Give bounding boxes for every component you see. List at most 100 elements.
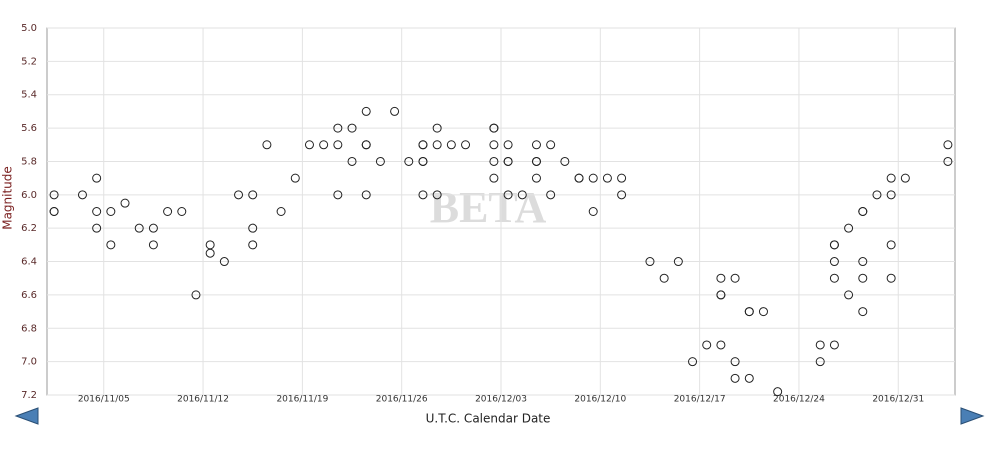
point — [148, 240, 158, 250]
point — [49, 190, 59, 200]
x-tick-label: 2016/11/19 — [276, 395, 328, 405]
point — [418, 156, 428, 166]
point — [234, 190, 244, 200]
x-tick-label: 2016/12/17 — [674, 395, 726, 405]
point — [489, 140, 499, 150]
point — [758, 307, 768, 317]
point — [531, 156, 541, 166]
point — [375, 156, 385, 166]
point — [531, 173, 541, 183]
point — [858, 307, 868, 317]
x-tick-label: 2016/12/10 — [574, 395, 626, 405]
y-tick-label: 5.4 — [21, 90, 37, 101]
y-tick-label: 6.8 — [21, 323, 37, 334]
point — [844, 223, 854, 233]
point — [248, 190, 258, 200]
point — [148, 223, 158, 233]
watermark: BETA — [430, 183, 547, 232]
point — [730, 273, 740, 283]
grid: 5.0 5.2 5.4 5.6 5.8 6.0 6.2 6.4 6.6 6.8 7.0 7.2 2016… — [21, 23, 955, 405]
y-tick-label: 7.2 — [21, 390, 37, 401]
point — [673, 257, 683, 267]
y-tick-label: 5.0 — [21, 23, 37, 34]
point — [333, 190, 343, 200]
point — [886, 240, 896, 250]
point — [886, 173, 896, 183]
point — [120, 198, 130, 208]
point — [815, 357, 825, 367]
point — [773, 387, 783, 397]
point — [390, 106, 400, 116]
point — [304, 140, 314, 150]
point — [92, 223, 102, 233]
point — [645, 257, 655, 267]
x-axis-label: U.T.C. Calendar Date — [426, 412, 551, 426]
previous-arrow[interactable] — [14, 407, 39, 425]
y-tick-label: 6.4 — [21, 257, 37, 268]
point — [560, 156, 570, 166]
point — [730, 357, 740, 367]
point — [886, 190, 896, 200]
point — [418, 140, 428, 150]
point — [276, 207, 286, 216]
point — [191, 290, 201, 300]
point — [503, 140, 513, 150]
point — [163, 207, 173, 216]
y-tick-label: 6.0 — [21, 190, 37, 201]
point — [92, 207, 102, 216]
point — [347, 156, 357, 166]
point — [248, 240, 258, 250]
point — [177, 207, 187, 216]
point — [858, 273, 868, 283]
point — [77, 190, 87, 200]
point — [900, 173, 910, 183]
point — [716, 273, 726, 283]
point — [361, 106, 371, 116]
point — [319, 140, 329, 150]
point — [489, 123, 499, 133]
point — [829, 240, 839, 250]
next-arrow[interactable] — [960, 407, 985, 425]
y-tick-label: 7.0 — [21, 357, 37, 368]
point — [361, 140, 371, 150]
point — [688, 357, 698, 367]
y-tick-label: 6.2 — [21, 223, 37, 234]
point — [248, 223, 258, 233]
point — [134, 223, 144, 233]
point — [872, 190, 882, 200]
x-tick-label: 2016/12/03 — [475, 395, 527, 405]
x-tick-label: 2016/12/31 — [872, 395, 924, 405]
marks — [49, 106, 953, 397]
y-axis-label: Magnitude — [1, 166, 15, 230]
point — [106, 207, 116, 216]
point — [716, 290, 726, 300]
point — [92, 173, 102, 183]
point — [829, 257, 839, 267]
point — [844, 290, 854, 300]
point — [730, 373, 740, 383]
y-tick-label: 5.2 — [21, 56, 37, 67]
point — [617, 173, 627, 183]
point — [219, 257, 229, 267]
y-tick-label: 5.8 — [21, 156, 37, 167]
point — [546, 140, 556, 150]
point — [446, 140, 456, 150]
x-tick-label: 2016/12/24 — [773, 395, 825, 405]
point — [886, 273, 896, 283]
point — [617, 190, 627, 200]
point — [418, 190, 428, 200]
y-tick-label: 5.6 — [21, 123, 37, 134]
point — [106, 240, 116, 250]
point — [517, 190, 527, 200]
point — [290, 173, 300, 183]
point — [943, 140, 953, 150]
point — [858, 207, 868, 216]
point — [858, 257, 868, 267]
point — [531, 140, 541, 150]
x-tick-label: 2016/11/12 — [177, 395, 229, 405]
point — [546, 190, 556, 200]
point — [588, 207, 598, 216]
point — [432, 123, 442, 133]
point — [432, 140, 442, 150]
